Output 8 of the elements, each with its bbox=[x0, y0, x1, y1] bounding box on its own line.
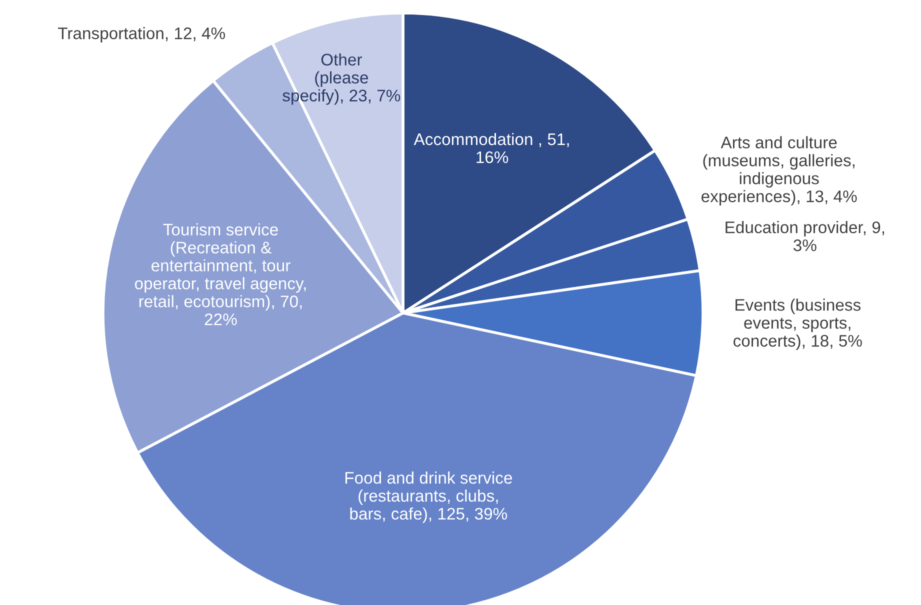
slice-label: Accommodation , 51, 16% bbox=[414, 132, 569, 164]
slice-label: Tourism service (Recreation & entertainment, tour operator, travel agency, retail, ecotourism), 70, 22% bbox=[134, 223, 306, 326]
slice-label: Events (business events, sports, concerts), 18, 5% bbox=[734, 298, 862, 350]
slice-label: Other (please specify), 23, 7% bbox=[282, 53, 400, 105]
slice-label: Arts and culture (museums, galleries, indigenous experiences), 13, 4% bbox=[702, 136, 857, 206]
slice-label: Food and drink service (restaurants, clubs, bars, cafe), 125, 39% bbox=[345, 472, 512, 523]
slice-label: Transportation, 12, 4% bbox=[58, 26, 225, 43]
slice-label: Education provider, 9, 3% bbox=[726, 221, 884, 252]
